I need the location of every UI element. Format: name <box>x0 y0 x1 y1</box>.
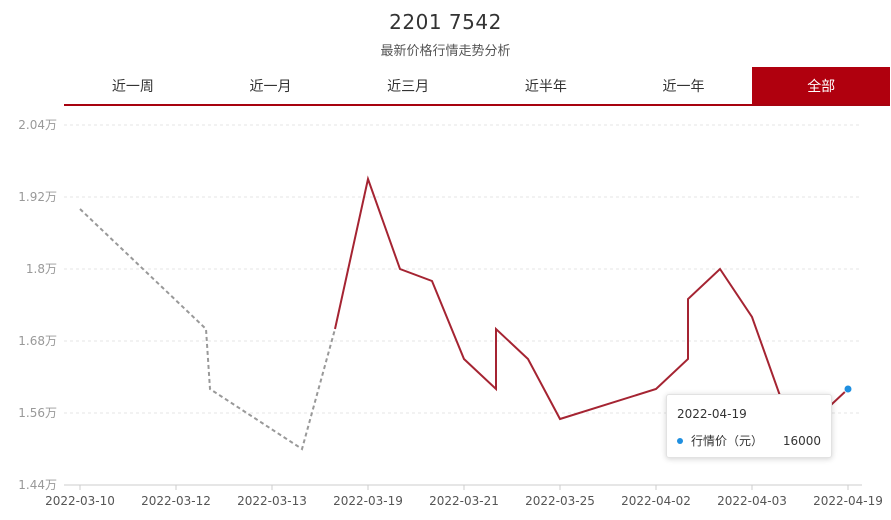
tab-three-months[interactable]: 近三月 <box>387 78 430 95</box>
x-tick-label: 2022-03-25 <box>525 494 595 508</box>
tooltip-row: 行情价（元） 16000 <box>677 432 821 449</box>
series-dot-icon <box>677 437 683 444</box>
y-tick-label: 2.04万 <box>18 118 57 132</box>
y-tick-label: 1.56万 <box>18 406 57 420</box>
y-tick-label: 1.92万 <box>18 190 57 204</box>
tooltip-date: 2022-04-19 <box>677 407 747 421</box>
chart-tooltip: 2022-04-19 行情价（元） 16000 <box>666 394 832 458</box>
x-tick-label: 2022-03-21 <box>429 494 499 508</box>
x-tick-label: 2022-04-19 <box>813 494 883 508</box>
y-tick-label: 1.8万 <box>26 262 57 276</box>
tab-year[interactable]: 近一年 <box>662 78 705 95</box>
x-tick-label: 2022-04-03 <box>717 494 787 508</box>
x-tick-label: 2022-03-12 <box>141 494 211 508</box>
market-price-line <box>334 175 849 421</box>
tooltip-label: 行情价（元） <box>691 434 764 448</box>
tab-week[interactable]: 近一周 <box>111 78 154 95</box>
highlight-point <box>843 384 853 394</box>
tab-half-year[interactable]: 近半年 <box>524 78 567 95</box>
chart-title: 2201 7542 <box>389 10 502 34</box>
x-tick-label: 2022-03-19 <box>333 494 403 508</box>
range-tabs: 近一周 近一月 近三月 近半年 近一年 全部 <box>64 67 891 106</box>
chart-subtitle: 最新价格行情走势分析 <box>380 44 511 59</box>
estimated-price-line <box>79 208 336 451</box>
tab-all[interactable]: 全部 <box>752 67 891 104</box>
y-tick-label: 1.44万 <box>18 478 57 492</box>
x-tick-label: 2022-03-13 <box>237 494 307 508</box>
x-tick-label: 2022-03-10 <box>45 494 115 508</box>
tooltip-value: 16000 <box>782 433 821 448</box>
y-tick-label: 1.68万 <box>18 334 57 348</box>
x-tick-label: 2022-04-02 <box>621 494 691 508</box>
tab-month[interactable]: 近一月 <box>249 78 292 95</box>
